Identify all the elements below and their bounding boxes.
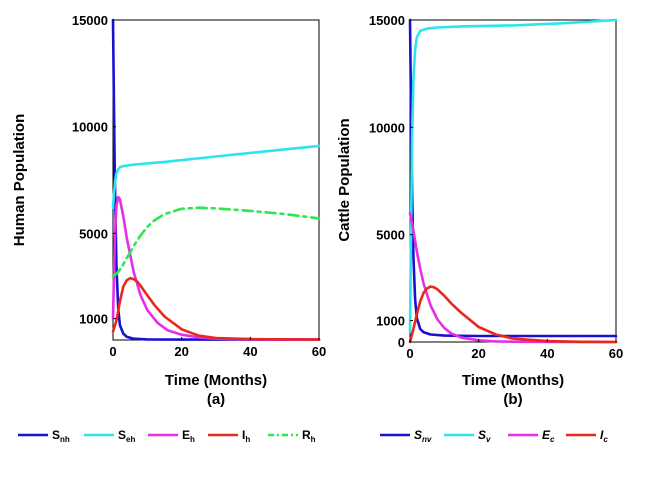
x-tick-label: 40 (540, 346, 554, 361)
y-tick-label: 15000 (72, 13, 108, 28)
x-tick-label: 20 (471, 346, 485, 361)
series-line-i-h (111, 276, 321, 341)
legend-b: Snv Sv Ec Ic (380, 428, 608, 444)
legend-a: Snh Seh Eh Ih Rh (18, 428, 316, 444)
series-line-i-c (408, 285, 618, 344)
series-line-e-c (408, 211, 618, 344)
chart-a-yticks: 1000 5000 10000 15000 (72, 13, 116, 327)
legend-label-r-h: Rh (302, 428, 316, 444)
legend-label-e-c: Ec (542, 428, 555, 444)
y-tick-label: 10000 (369, 120, 405, 135)
chart-a-series (111, 18, 321, 341)
chart-a: 0 20 40 60 1000 5000 10000 15000 Time (Months)… (11, 13, 326, 408)
chart-b: 0 20 40 60 0 1000 5000 10000 15000 Time (Months… (336, 13, 623, 408)
chart-b-ylabel: Cattle Population (336, 118, 353, 241)
legend-label-e-h: Eh (182, 428, 195, 444)
x-tick-label: 60 (609, 346, 623, 361)
chart-b-xlabel: Time (Months) (462, 372, 564, 389)
y-tick-label: 1000 (79, 312, 108, 327)
y-tick-label: 5000 (79, 226, 108, 241)
chart-a-panel-label: (a) (207, 391, 225, 408)
y-tick-label: 5000 (376, 228, 405, 243)
chart-a-frame (112, 19, 320, 341)
series-line-r-h (111, 206, 321, 278)
legend-label-s-nv: Snv (414, 428, 432, 444)
y-tick-label: 0 (398, 335, 405, 350)
series-line-s-eh (111, 144, 321, 209)
x-tick-label: 20 (174, 344, 188, 359)
y-tick-label: 1000 (376, 314, 405, 329)
x-tick-label: 0 (109, 344, 116, 359)
y-tick-label: 15000 (369, 13, 405, 28)
x-tick-label: 40 (243, 344, 257, 359)
series-line-e-h (111, 195, 321, 341)
legend-label-s-v: Sv (478, 428, 491, 444)
y-tick-label: 10000 (72, 120, 108, 135)
legend-label-i-c: Ic (600, 428, 608, 444)
chart-a-xticks: 0 20 40 60 (109, 337, 326, 359)
chart-b-xticks: 0 20 40 60 (406, 339, 623, 361)
chart-b-yticks: 0 1000 5000 10000 15000 (369, 13, 413, 350)
legend-label-s-eh: Seh (118, 428, 135, 444)
legend-label-s-nh: Snh (52, 428, 70, 444)
chart-a-xlabel: Time (Months) (165, 372, 267, 389)
chart-a-ylabel: Human Population (11, 114, 28, 247)
chart-b-panel-label: (b) (503, 391, 522, 408)
legend-label-i-h: Ih (242, 428, 250, 444)
series-line-s-v (408, 18, 618, 333)
series-line-s-nh (111, 18, 321, 341)
chart-b-series (408, 18, 618, 344)
chart-b-frame (409, 19, 617, 343)
x-tick-label: 60 (312, 344, 326, 359)
x-tick-label: 0 (406, 346, 413, 361)
